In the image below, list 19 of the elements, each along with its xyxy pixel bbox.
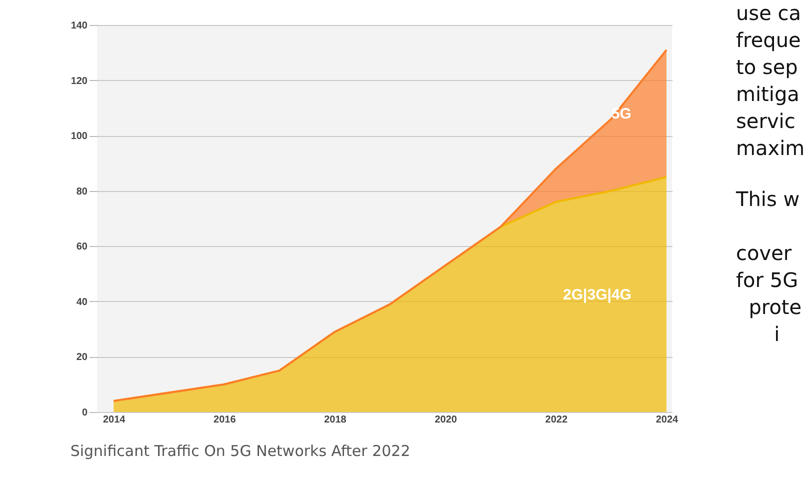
y-tick-label: 120	[70, 76, 88, 87]
series-label: 5G	[611, 105, 632, 122]
x-tick-label: 2018	[324, 414, 347, 426]
y-tick-label: 0	[82, 408, 88, 418]
x-tick-label: 2024	[656, 414, 679, 426]
y-tick-label: 140	[70, 20, 88, 32]
y-tick-label: 100	[70, 131, 88, 142]
text: This w cover for 5G prote i	[736, 187, 802, 346]
y-tick-label: 40	[76, 296, 88, 308]
y-tick-label: 80	[76, 186, 88, 198]
x-tick-label: 2016	[214, 414, 236, 426]
x-tick-label: 2020	[434, 414, 458, 426]
y-tick-label: 60	[76, 242, 88, 253]
x-tick-label: 2014	[102, 414, 126, 426]
text: Significant Traffic On 5G Networks After 2022	[70, 442, 410, 460]
text: use ca freque to sep mitiga servic maxim	[736, 0, 804, 162]
x-tick-label: 2022	[545, 414, 568, 426]
series-label: 2G|3G|4G	[563, 286, 632, 304]
y-tick-label: 20	[76, 352, 88, 364]
